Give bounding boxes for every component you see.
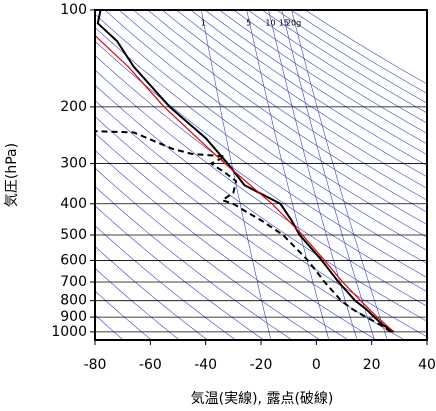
y-tick-label: 400 bbox=[60, 196, 87, 212]
dry-adiabat bbox=[95, 116, 405, 340]
y-tick-label: 500 bbox=[60, 227, 87, 243]
x-tick-label: 20 bbox=[363, 357, 381, 373]
dry-adiabat bbox=[95, 84, 427, 322]
y-tick-label: 700 bbox=[60, 274, 87, 290]
dry-adiabat bbox=[95, 40, 427, 278]
y-tick-label: 100 bbox=[60, 2, 87, 18]
y-axis-title: 気圧(hPa) bbox=[4, 143, 20, 207]
plot-frame bbox=[94, 9, 428, 341]
grid bbox=[90, 9, 428, 345]
dry-adiabat bbox=[95, 167, 321, 340]
reference-lines bbox=[95, 10, 427, 340]
dry-adiabat bbox=[262, 10, 427, 114]
profile-line bbox=[95, 130, 392, 333]
dry-adiabat bbox=[176, 10, 427, 178]
dry-adiabat bbox=[95, 267, 180, 340]
dry-adiabat bbox=[290, 10, 427, 94]
dry-adiabat bbox=[219, 10, 427, 145]
y-tick-label: 200 bbox=[60, 99, 87, 115]
dry-adiabat bbox=[233, 10, 427, 134]
y-tick-label: 1000 bbox=[51, 324, 87, 340]
profiles bbox=[95, 10, 395, 333]
dry-adiabat bbox=[133, 10, 427, 213]
dry-adiabat bbox=[247, 10, 427, 124]
dry-adiabat bbox=[95, 69, 427, 307]
dry-adiabat bbox=[95, 186, 293, 340]
mixing-ratio-label: 20g bbox=[286, 19, 301, 28]
dry-adiabat bbox=[104, 10, 427, 238]
x-tick-label: 40 bbox=[418, 357, 436, 373]
labels: 1 5 10 1520g1002003004005006007008009001000… bbox=[51, 2, 436, 373]
dry-adiabat bbox=[95, 13, 427, 251]
dry-adiabat bbox=[204, 10, 427, 156]
dry-adiabat bbox=[95, 246, 208, 340]
dry-adiabat bbox=[95, 205, 265, 340]
dry-adiabat bbox=[161, 10, 427, 189]
x-tick-label: 0 bbox=[312, 357, 321, 373]
mixing-ratio-line bbox=[246, 10, 330, 340]
dry-adiabat bbox=[118, 10, 427, 225]
x-tick-label: -20 bbox=[250, 357, 273, 373]
x-tick-label: -40 bbox=[194, 357, 217, 373]
mixing-ratio-label: 5 bbox=[246, 19, 251, 28]
dry-adiabat bbox=[276, 10, 427, 104]
dry-adiabat bbox=[147, 10, 427, 201]
dry-adiabat bbox=[95, 132, 377, 340]
mixing-ratio-line bbox=[281, 10, 375, 340]
mixing-ratio-label: 15 bbox=[279, 19, 289, 28]
mixing-ratio-line bbox=[291, 10, 388, 340]
y-tick-label: 900 bbox=[60, 309, 87, 325]
y-tick-label: 300 bbox=[60, 156, 87, 172]
x-tick-label: -80 bbox=[84, 357, 107, 373]
y-tick-label: 800 bbox=[60, 293, 87, 309]
profile-line bbox=[95, 35, 395, 333]
dry-adiabat bbox=[95, 27, 427, 265]
dry-adiabat bbox=[305, 10, 427, 85]
y-tick-label: 600 bbox=[60, 252, 87, 268]
dry-adiabat bbox=[95, 149, 349, 340]
mixing-ratio-label: 10 bbox=[265, 19, 275, 28]
x-tick-label: -60 bbox=[139, 357, 162, 373]
dry-adiabat bbox=[95, 55, 427, 292]
dry-adiabat bbox=[95, 225, 236, 340]
profile-line bbox=[96, 10, 395, 333]
dry-adiabat bbox=[190, 10, 427, 166]
mixing-ratio-label: 1 bbox=[201, 19, 206, 28]
x-axis-title: 気温(実線), 露点(破線) bbox=[191, 391, 334, 407]
mixing-ratio-line bbox=[201, 10, 272, 340]
